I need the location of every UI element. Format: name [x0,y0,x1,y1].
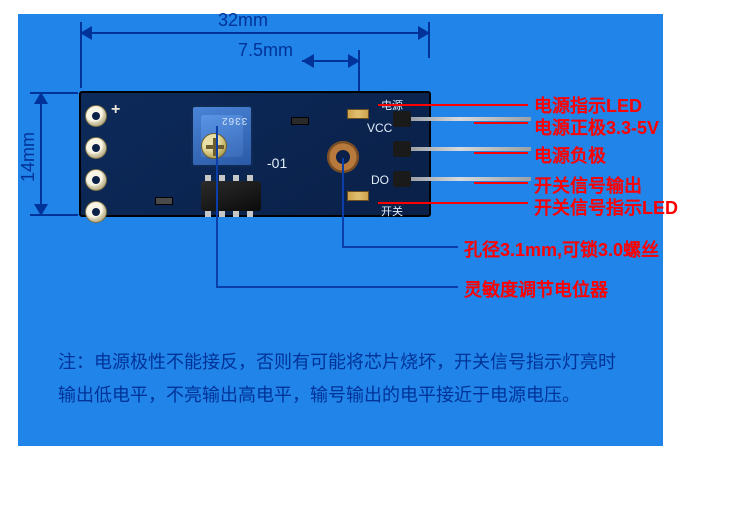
pin-vcc [393,111,411,127]
smd-capacitor [291,117,309,125]
silk-board-id: -01 [267,155,287,171]
trimpot-marking: 3362 [221,115,247,126]
dim-height-line [40,92,42,216]
dim-height-arrow-t [34,92,48,104]
silk-plus: + [111,101,120,119]
callout-pot: 灵敏度调节电位器 [464,276,608,302]
dim-width-label: 32mm [218,10,268,31]
diagram-frame: 32mm 7.5mm 14mm + 3362 -01 VCC D [18,14,663,446]
callout-hole: 孔径3.1mm,可锁3.0螺丝 [464,236,659,262]
power-led [347,109,369,119]
leader-sw-led [378,202,528,204]
notes-body: 电源极性不能接反，否则有可能将芯片烧坏，开关信号指示灯亮时输出低电平，不亮输出高… [58,352,616,405]
leader-vcc [474,122,528,124]
leader-power-led [378,104,528,106]
leader-gnd [474,152,528,154]
silk-switch-cn: 开关 [381,203,403,219]
comparator-ic [201,181,261,211]
input-pads [85,105,107,223]
dim-width-arrow-l [80,26,92,40]
dim-height-label: 14mm [18,132,39,182]
dim-width-arrow-r [418,26,430,40]
trimpot-dial [201,133,227,159]
smd-resistor-103 [155,197,173,205]
pcb-board: + 3362 -01 VCC DO 电源 开关 [79,91,431,217]
pad-hole [85,137,107,159]
leader-do [474,182,528,184]
notes-prefix: 注： [58,352,94,372]
leader-pot-v [216,126,218,288]
pad-hole [85,169,107,191]
dim-hole-arrow-r [348,54,360,68]
callout-gnd: 电源负极 [534,142,606,168]
dim-hole-arrow-l [302,54,314,68]
leader-hole-h [342,246,458,248]
dim-height-arrow-b [34,204,48,216]
pad-hole [85,201,107,223]
silk-do: DO [371,173,389,187]
header-pins [393,111,411,187]
pin-do [393,171,411,187]
pad-hole [85,105,107,127]
leader-pot-h [216,286,458,288]
dim-hole-label: 7.5mm [238,40,293,61]
trimpot-potentiometer: 3362 [191,105,253,167]
dim-width-line [80,32,430,34]
callout-vcc: 电源正极3.3-5V [534,114,659,140]
callout-switch-led: 开关信号指示LED [534,194,678,220]
leader-hole-v [342,158,344,248]
pin-gnd [393,141,411,157]
notes-block: 注：电源极性不能接反，否则有可能将芯片烧坏，开关信号指示灯亮时输出低电平，不亮输… [58,346,618,413]
switch-led [347,191,369,201]
silk-vcc: VCC [367,121,392,135]
